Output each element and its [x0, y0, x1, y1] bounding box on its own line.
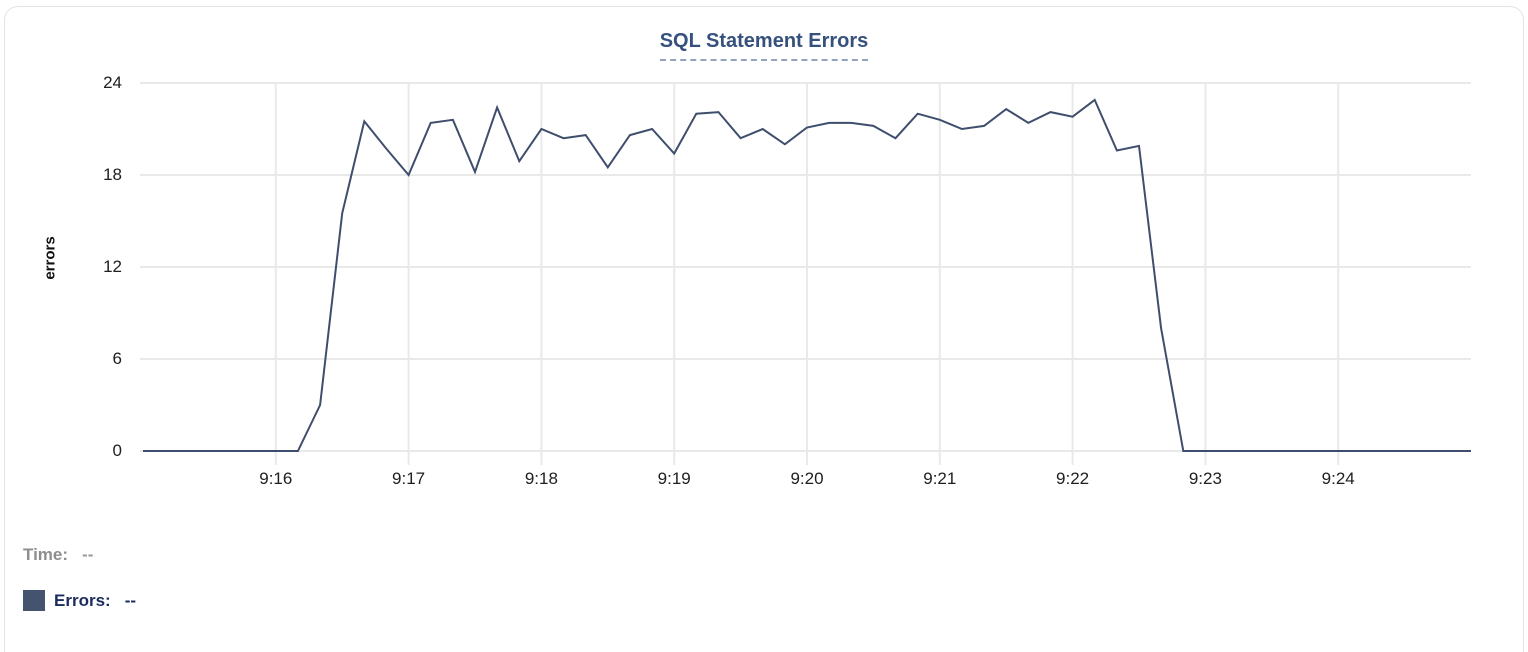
y-tick-label: 24 [103, 73, 122, 92]
errors-series-swatch [23, 590, 45, 611]
errors-value: -- [124, 590, 137, 610]
x-tick-label: 9:21 [923, 469, 957, 488]
time-value: -- [82, 545, 94, 564]
time-label: Time: [23, 545, 69, 564]
x-tick-label: 9:22 [1056, 469, 1090, 488]
x-tick-label: 9:17 [392, 469, 426, 488]
chart-card [4, 6, 1524, 652]
x-tick-label: 9:18 [524, 469, 558, 488]
legend-item-errors[interactable]: Errors: -- [23, 590, 136, 611]
x-tick-label: 9:16 [259, 469, 293, 488]
y-tick-label: 6 [112, 349, 122, 368]
y-tick-label: 0 [112, 441, 122, 460]
y-tick-label: 18 [103, 165, 122, 184]
x-tick-label: 9:23 [1188, 469, 1222, 488]
chart-title[interactable]: SQL Statement Errors [659, 30, 869, 61]
x-tick-label: 9:24 [1321, 469, 1355, 488]
plot-hover-area[interactable] [143, 83, 1471, 451]
chart-header: SQL Statement Errors [0, 30, 1528, 61]
errors-label: Errors: [54, 590, 111, 610]
x-tick-label: 9:19 [657, 469, 691, 488]
y-tick-label: 12 [103, 257, 122, 276]
errors-line-series[interactable] [143, 98, 1471, 452]
hover-readout-time: Time: -- [23, 545, 93, 565]
x-tick-label: 9:20 [790, 469, 824, 488]
